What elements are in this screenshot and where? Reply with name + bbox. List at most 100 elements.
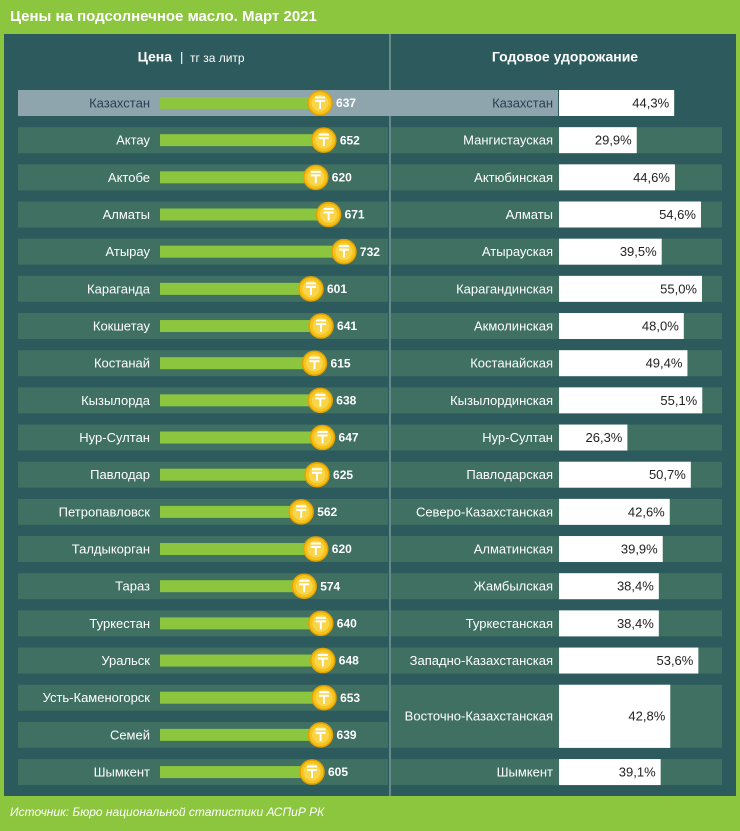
bar [559,461,691,488]
bar [559,684,671,748]
value-label: 732 [360,245,380,259]
row-band [391,573,722,600]
value-label: 44,3% [632,95,669,110]
bar [559,759,661,786]
separator: | [180,49,183,64]
tenge-sign [310,170,321,184]
category-label: Караганда [87,281,151,296]
coin [301,350,328,376]
right-title: Годовое удорожание [492,49,638,65]
bar [160,580,305,593]
bar [559,610,659,637]
tenge-sign [317,654,328,667]
value-label: 639 [337,728,357,742]
value-label: 601 [327,282,347,296]
category-label: Алматы [506,207,553,222]
value-label: 640 [337,617,357,631]
category-label: Атырау [106,244,151,259]
value-label: 653 [340,691,360,705]
coin [291,573,317,599]
coin [310,647,336,674]
category-label: Алматинская [474,541,553,556]
bar [559,127,637,154]
value-label: 39,5% [620,244,657,259]
coin [298,276,324,302]
tenge-sign [319,691,330,704]
category-label: Казахстан [89,95,150,110]
value-label: 39,1% [619,764,656,779]
row-band [391,127,722,154]
category-label: Северо-Казахстанская [416,504,553,519]
value-label: 42,8% [628,709,665,724]
bar [559,238,662,265]
bar [160,97,321,109]
value-label: 55,0% [660,281,697,296]
bar [160,431,323,444]
coin [303,164,329,191]
value-label: 574 [320,579,340,593]
left-subtitle: тг за литр [190,51,245,65]
value-label: 50,7% [649,467,686,482]
row-band [391,424,722,451]
value-label: 39,9% [621,541,658,556]
bar [559,573,659,600]
value-label: 54,6% [659,207,696,222]
tenge-sign [299,579,310,593]
tenge-sign [315,96,326,109]
left-title: Цена [138,49,173,65]
bar [559,387,703,414]
coin [331,238,357,265]
category-label: Карагандинская [456,281,553,296]
value-label: 53,6% [656,653,693,668]
category-label: Нур-Султан [79,430,150,445]
bar [559,350,688,377]
value-label: 625 [333,468,353,482]
value-label: 38,4% [617,579,654,594]
category-label: Усть-Каменогорск [43,690,151,705]
coin [299,759,325,785]
tenge-sign [316,319,327,333]
row-band [391,536,722,563]
bar [559,647,699,674]
bar [160,766,313,779]
coin [307,387,334,414]
category-label: Павлодарская [466,467,553,482]
tenge-sign [309,356,320,370]
category-label: Талдыкорган [72,541,150,556]
bar [160,654,323,667]
category-label: Атырауская [482,244,553,259]
coin [311,684,337,711]
row-band [391,759,722,786]
row-band [391,610,722,637]
tenge-sign [338,245,349,258]
tenge-sign [312,468,323,481]
value-label: 29,9% [595,133,632,148]
bar [160,505,302,518]
category-label: Восточно-Казахстанская [405,709,553,724]
value-label: 647 [339,431,359,445]
bar [559,536,663,563]
coin [308,610,334,637]
bar [160,245,344,258]
source: Источник: Бюро национальной статистики А… [10,805,325,819]
value-label: 637 [336,96,356,110]
bar [160,171,316,184]
value-label: 648 [339,654,359,668]
value-label: 615 [331,356,351,370]
bar [160,208,329,221]
category-label: Костанай [94,356,150,371]
value-label: 48,0% [642,318,679,333]
row-band [391,238,722,265]
category-label: Туркестанская [466,616,553,631]
category-label: Актобе [108,170,150,185]
bar [160,320,322,333]
category-label: Мангистауская [463,133,553,148]
bar [559,90,675,116]
category-label: Жамбылская [474,579,553,594]
category-label: Кокшетау [93,318,151,333]
coin [303,536,329,562]
value-label: 562 [317,505,337,519]
coin [307,90,333,116]
bar [160,728,321,741]
